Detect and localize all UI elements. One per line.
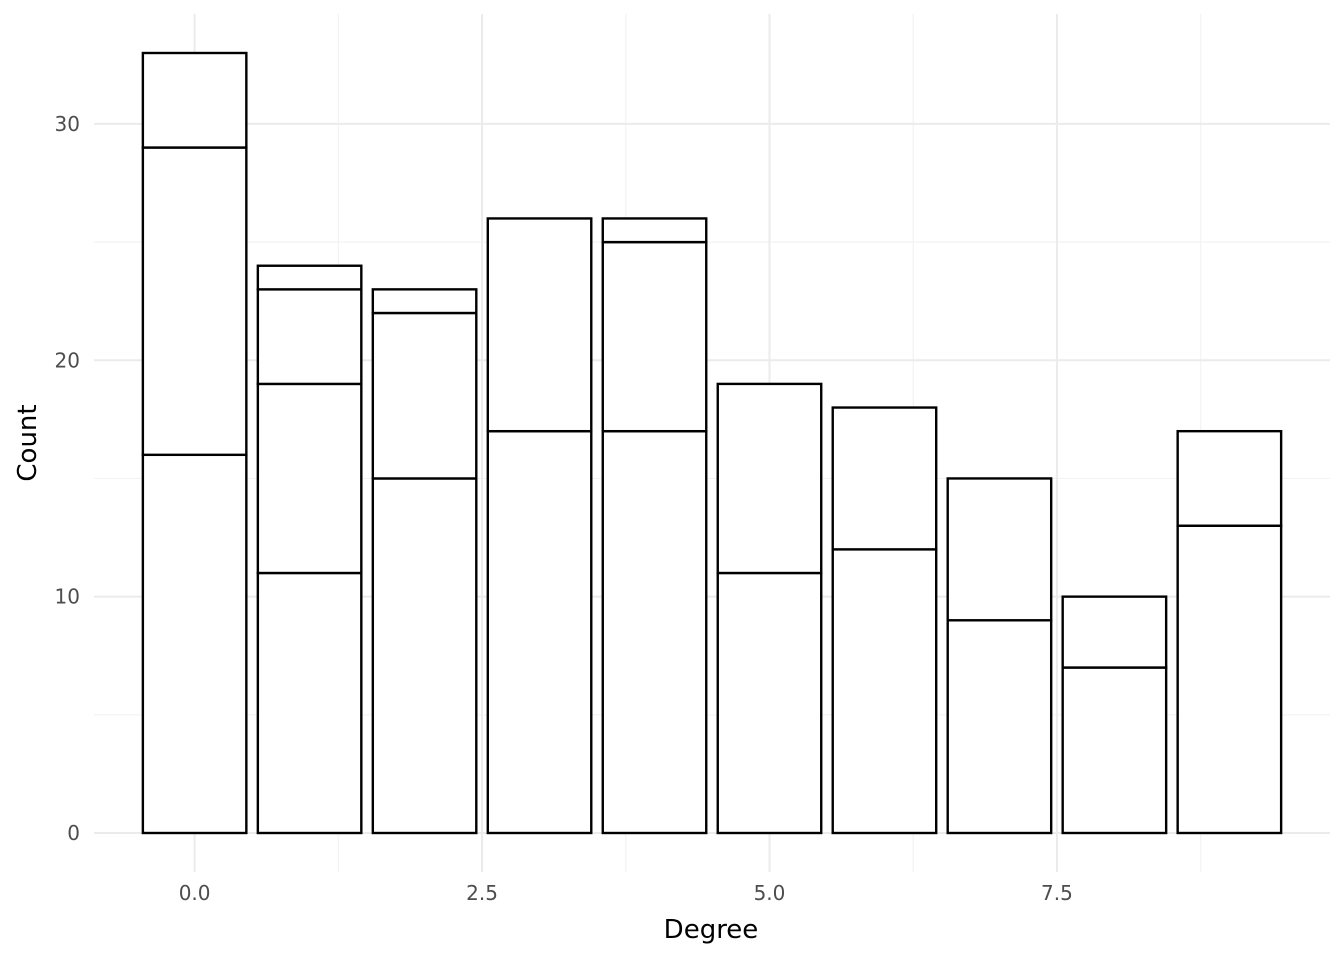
bar-segment xyxy=(141,453,248,835)
y-tick-label: 10 xyxy=(55,585,80,609)
bar-segment xyxy=(371,311,478,480)
bar-stack xyxy=(716,382,823,835)
bar-segment xyxy=(371,477,478,835)
y-tick-label: 20 xyxy=(55,348,80,372)
bar-segment xyxy=(256,382,363,575)
bar-stack xyxy=(141,51,248,835)
y-tick-label: 0 xyxy=(67,821,80,845)
bar-segment xyxy=(1176,429,1283,527)
bar-stack xyxy=(601,217,708,835)
bar-segment xyxy=(256,571,363,835)
bar-stack xyxy=(946,477,1053,835)
bar-stack xyxy=(831,406,938,835)
bar-stack xyxy=(486,217,593,835)
bar-segment xyxy=(946,619,1053,835)
bar-segment xyxy=(1061,666,1168,835)
bar-segment xyxy=(601,240,708,433)
bar-segment xyxy=(141,146,248,457)
bar-stack xyxy=(1176,429,1283,835)
bar-segment xyxy=(946,477,1053,622)
bar-segment xyxy=(256,264,363,291)
bar-segment xyxy=(371,288,478,315)
x-tick-label: 2.5 xyxy=(466,881,498,905)
bar-stack xyxy=(371,288,478,835)
x-tick-label: 0.0 xyxy=(179,881,211,905)
y-tick-label: 30 xyxy=(55,112,80,136)
bar-segment xyxy=(1061,595,1168,669)
bar-segment xyxy=(831,548,938,835)
bar-segment xyxy=(486,429,593,835)
x-axis-title: Degree xyxy=(664,915,759,945)
x-axis-ticks: 0.0 2.5 5.0 7.5 xyxy=(179,881,1073,905)
bar-segment xyxy=(831,406,938,551)
bar-segment xyxy=(716,382,823,575)
bar-segment xyxy=(486,217,593,433)
y-axis-title: Count xyxy=(13,404,43,481)
bar-stack xyxy=(1061,595,1168,835)
bar-segment xyxy=(141,51,248,149)
bar-stack xyxy=(256,264,363,835)
bar-segment xyxy=(1176,524,1283,835)
bar-segment xyxy=(601,429,708,835)
bar-segment xyxy=(716,571,823,835)
bar-segment xyxy=(256,288,363,386)
y-axis-ticks: 0 10 20 30 xyxy=(55,112,80,845)
x-tick-label: 5.0 xyxy=(754,881,786,905)
x-tick-label: 7.5 xyxy=(1041,881,1073,905)
bars-layer xyxy=(141,51,1283,835)
bar-segment xyxy=(601,217,708,244)
